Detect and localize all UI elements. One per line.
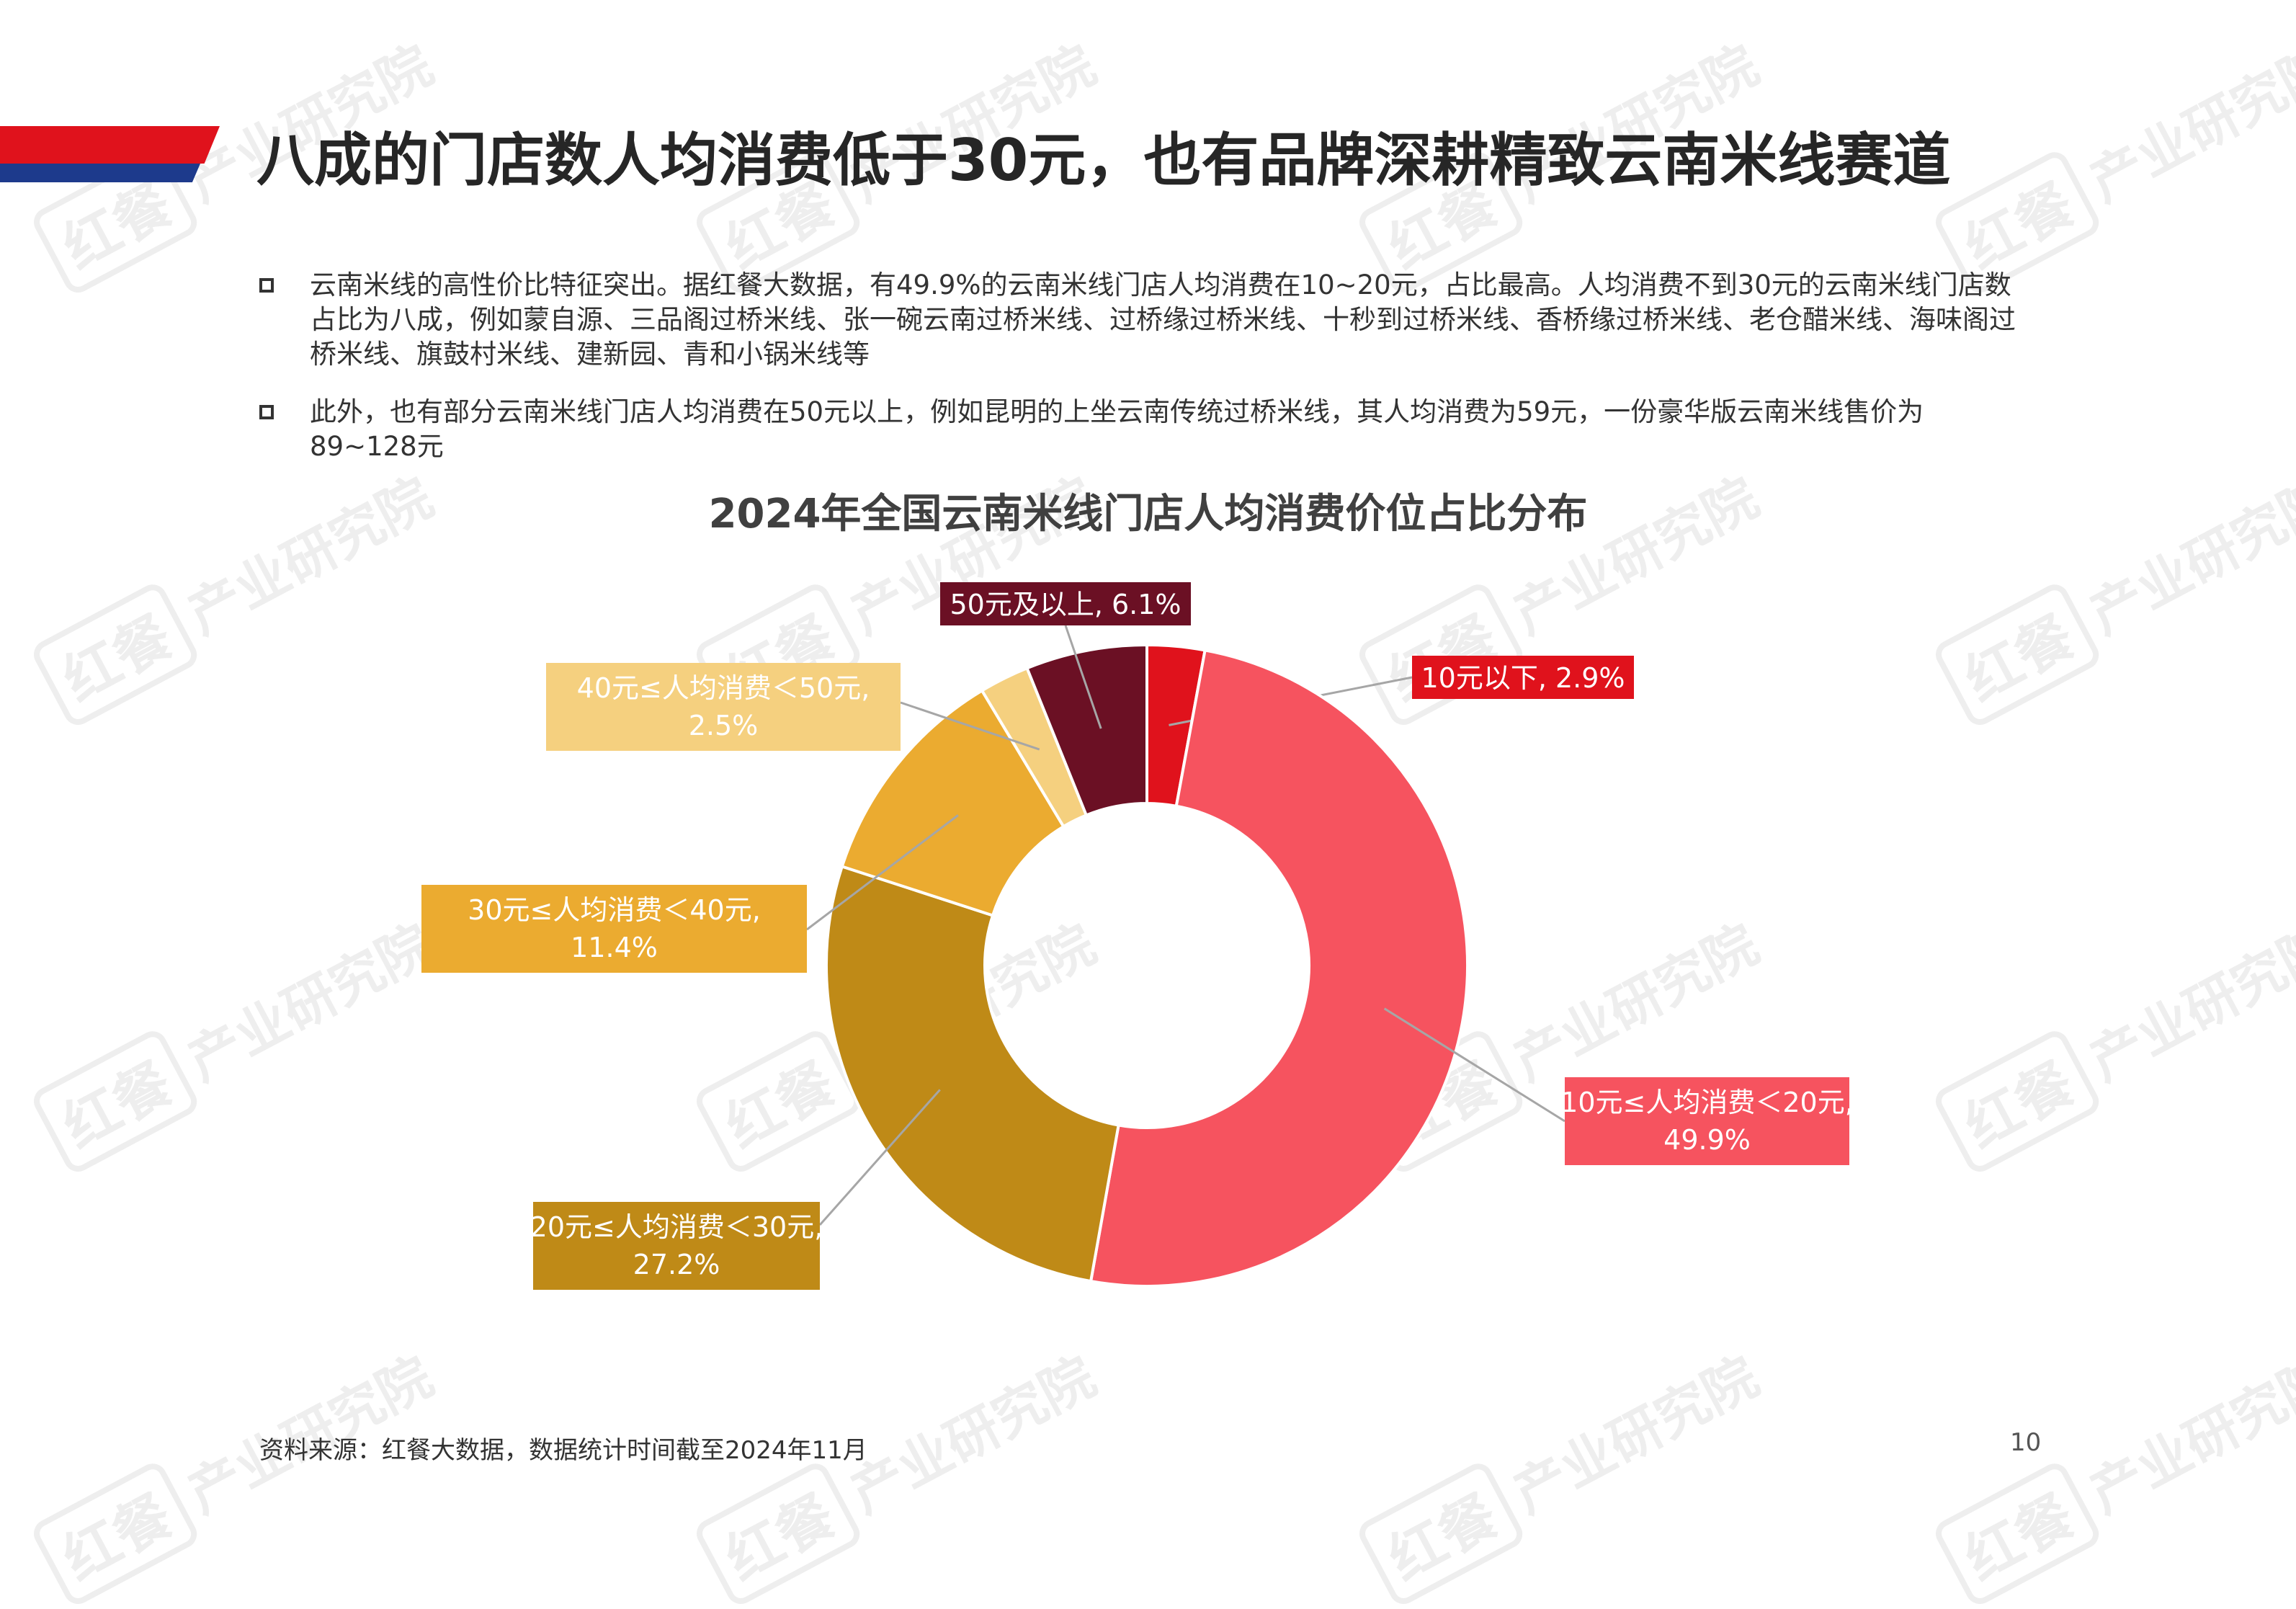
data-label-text: 20元≤人均消费＜30元, [530, 1211, 823, 1243]
title-accent-red [0, 126, 220, 164]
data-label-box [421, 885, 807, 973]
data-label: 30元≤人均消费＜40元, 11.4% [421, 885, 807, 973]
data-label: 10元以下, 2.9% [1412, 656, 1634, 699]
donut-slice [840, 688, 1066, 917]
data-label-box [1565, 1077, 1849, 1165]
data-label-text: 10元以下, 2.9% [1421, 662, 1625, 694]
donut-chart: 10元以下, 2.9% 10元≤人均消费＜20元, 49.9% 20元≤人均消费＜30… [421, 582, 1854, 1290]
data-label-box [1412, 656, 1634, 699]
donut-slice [1089, 648, 1469, 1288]
data-label: 40元≤人均消费＜50元, 2.5% [546, 663, 901, 751]
data-label-value: 11.4% [571, 932, 658, 963]
data-label-text: 10元≤人均消费＜20元, [1560, 1087, 1854, 1118]
square-bullet-icon [259, 405, 274, 419]
square-bullet-icon [259, 278, 274, 293]
data-label: 50元及以上, 6.1% [940, 582, 1191, 625]
donut-slice [825, 864, 1120, 1283]
leader-line [900, 701, 1040, 751]
data-label-value: 2.5% [689, 710, 759, 741]
source-note: 资料来源：红餐大数据，数据统计时间截至2024年11月 [259, 1436, 867, 1465]
data-label-box [940, 582, 1191, 625]
page-title: 八成的门店数人均消费低于30元，也有品牌深耕精致云南米线赛道 [256, 127, 1951, 194]
data-label: 20元≤人均消费＜30元, 27.2% [530, 1202, 823, 1290]
donut-slice [1024, 643, 1148, 817]
data-label-box [546, 663, 901, 751]
chart-title: 2024年全国云南米线门店人均消费价位占比分布 [708, 491, 1588, 538]
leader-line [1064, 625, 1102, 729]
bullet-text: 云南米线的高性价比特征突出。据红餐大数据，有49.9%的云南米线门店人均消费在1… [310, 269, 2016, 370]
bullet-item: 此外，也有部分云南米线门店人均消费在50元以上，例如昆明的上坐云南传统过桥米线，… [259, 395, 2046, 464]
data-label-box [533, 1202, 820, 1290]
bullet-text: 此外，也有部分云南米线门店人均消费在50元以上，例如昆明的上坐云南传统过桥米线，… [310, 396, 1924, 462]
data-label-value: 27.2% [633, 1249, 720, 1280]
data-label-text: 30元≤人均消费＜40元, [468, 894, 761, 926]
data-label-text: 50元及以上, 6.1% [950, 589, 1181, 620]
leader-line [818, 1089, 941, 1226]
data-label: 10元≤人均消费＜20元, 49.9% [1560, 1077, 1854, 1165]
bullet-item: 云南米线的高性价比特征突出。据红餐大数据，有49.9%的云南米线门店人均消费在1… [259, 268, 2046, 372]
leader-line [806, 814, 959, 931]
page-number: 10 [2010, 1428, 2042, 1457]
leader-line [1383, 1007, 1565, 1123]
title-accent-blue [0, 164, 200, 182]
data-label-value: 49.9% [1663, 1124, 1751, 1156]
data-label-text: 40元≤人均消费＜50元, [577, 672, 870, 704]
